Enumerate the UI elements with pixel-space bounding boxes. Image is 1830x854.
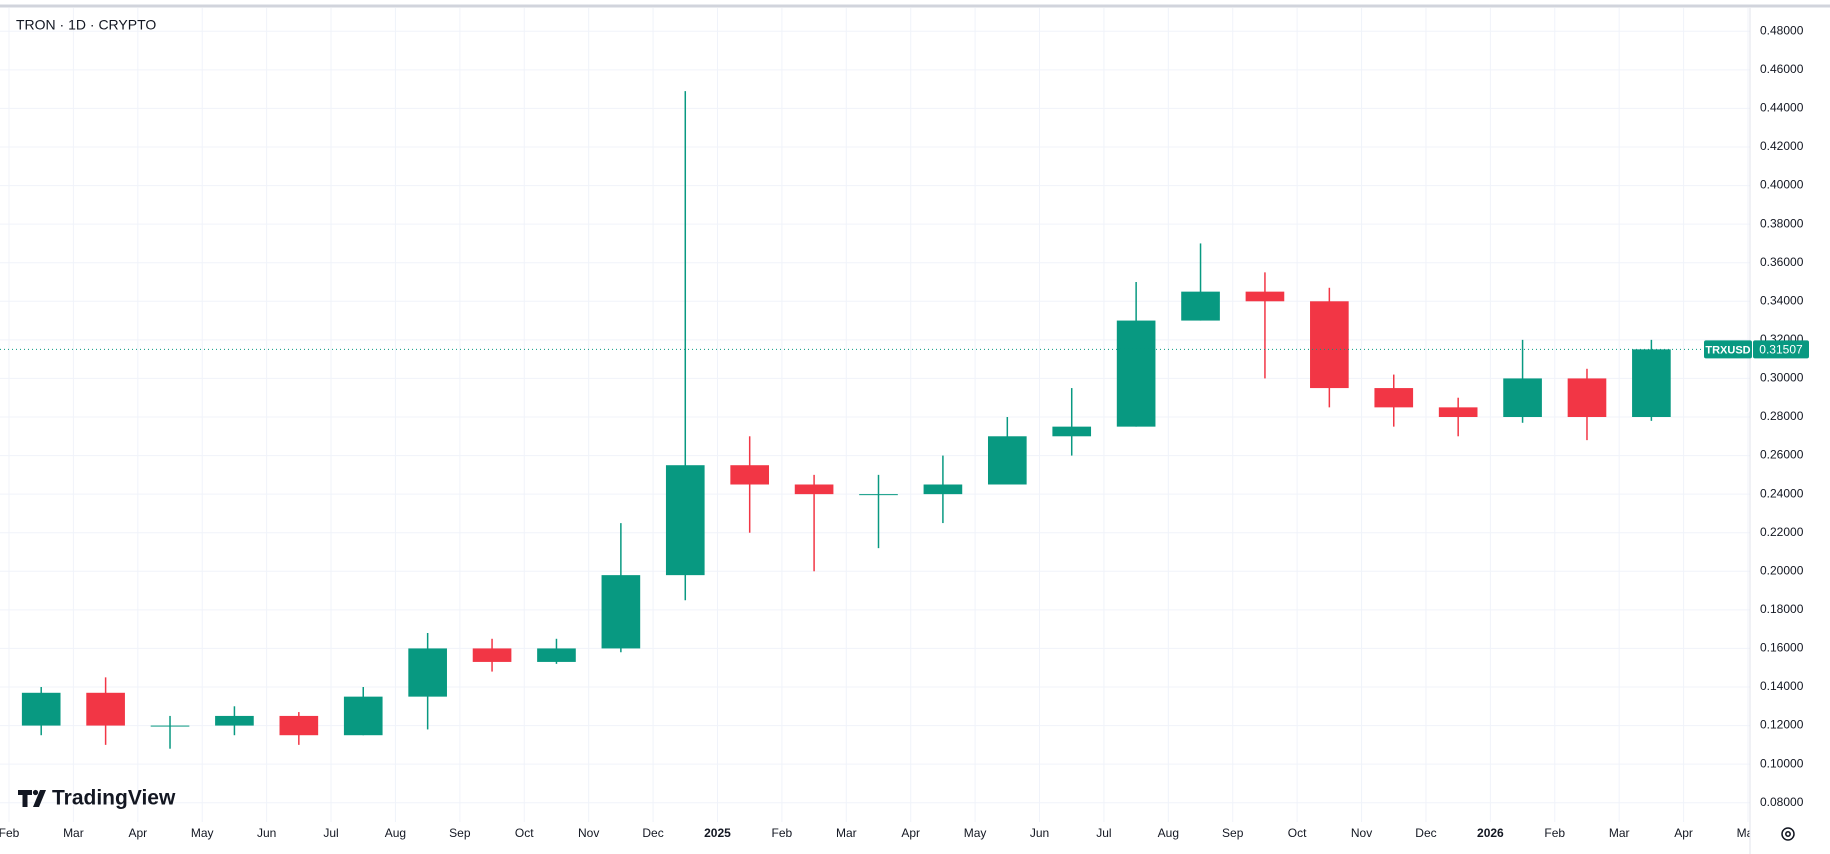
candle-body xyxy=(665,465,705,576)
x-tick-label: Apr xyxy=(1674,826,1693,840)
x-tick-label: Jun xyxy=(257,826,276,840)
x-tick-label: Feb xyxy=(1544,826,1565,840)
candle-body xyxy=(21,692,61,726)
gear-outer[interactable] xyxy=(1781,827,1795,841)
x-tick-label: Apr xyxy=(128,826,147,840)
candle-body xyxy=(408,648,447,697)
symbol-box xyxy=(1704,340,1752,359)
x-tick-label: Nov xyxy=(578,826,599,840)
y-tick-label: 0.26000 xyxy=(1760,448,1804,462)
x-tick-label: May xyxy=(964,826,987,840)
x-tick-label: Sep xyxy=(1222,826,1244,840)
candle-body xyxy=(730,465,770,485)
x-tick-label: Sep xyxy=(449,826,471,840)
y-tick-label: 0.28000 xyxy=(1760,409,1804,423)
x-tick-label: Jul xyxy=(323,826,338,840)
candle-body xyxy=(1052,426,1092,437)
y-tick-label: 0.14000 xyxy=(1760,679,1804,693)
x-tick-label: Aug xyxy=(385,826,406,840)
x-tick-label: Oct xyxy=(515,826,534,840)
candle-body xyxy=(1310,301,1349,389)
y-tick-label: 0.34000 xyxy=(1760,293,1804,307)
candle-body xyxy=(1503,378,1542,417)
candle-body xyxy=(1181,291,1220,321)
time-axis: Feb Mar Apr May Jun Jul Aug Sep Oct Nov Dec 2025 Feb… xyxy=(0,826,1759,840)
y-tick-label: 0.38000 xyxy=(1760,216,1804,230)
chart-title: TRON · 1D · CRYPTO xyxy=(16,17,156,33)
candle-body xyxy=(1567,378,1607,417)
candle-body xyxy=(472,648,512,662)
last-price-value: 0.31507 xyxy=(1759,343,1803,357)
x-tick-label: Mar xyxy=(836,826,857,840)
x-tick-label: Dec xyxy=(1415,826,1436,840)
logo: TradingView xyxy=(18,787,176,810)
candle-body xyxy=(923,484,963,495)
last-price-label: TRXUSD 0.31507 xyxy=(0,340,1809,359)
symbol-label: TRXUSD xyxy=(1705,344,1750,356)
y-tick-label: 0.44000 xyxy=(1760,101,1804,115)
x-tick-label: Feb xyxy=(0,826,20,840)
x-tick-label: Jun xyxy=(1030,826,1049,840)
y-tick-label: 0.48000 xyxy=(1760,23,1804,37)
candles xyxy=(21,91,1671,749)
x-tick-label: Apr xyxy=(901,826,920,840)
candle-body xyxy=(343,696,383,736)
x-tick-label: 2026 xyxy=(1477,826,1504,840)
y-tick-label: 0.42000 xyxy=(1760,139,1804,153)
candle-body xyxy=(859,494,898,496)
candle-body xyxy=(215,715,254,726)
x-tick-label: May xyxy=(191,826,214,840)
gear-inner[interactable] xyxy=(1785,831,1791,837)
x-tick-label: 2025 xyxy=(704,826,731,840)
price-axis-panel xyxy=(1750,8,1830,854)
y-tick-label: 0.40000 xyxy=(1760,178,1804,192)
x-tick-label: Feb xyxy=(772,826,793,840)
y-tick-label: 0.46000 xyxy=(1760,62,1804,76)
y-tick-label: 0.10000 xyxy=(1760,756,1804,770)
x-tick-label: Aug xyxy=(1158,826,1179,840)
y-tick-label: 0.18000 xyxy=(1760,602,1804,616)
y-tick-label: 0.30000 xyxy=(1760,371,1804,385)
settings-icon[interactable] xyxy=(1781,827,1795,841)
x-tick-label: Oct xyxy=(1288,826,1307,840)
watermark: TradingView xyxy=(52,787,176,810)
y-tick-label: 0.24000 xyxy=(1760,486,1804,500)
y-tick-label: 0.20000 xyxy=(1760,563,1804,577)
candle-body xyxy=(150,725,190,727)
candle-body xyxy=(1116,320,1156,427)
x-tick-label: Mar xyxy=(1609,826,1630,840)
x-tick-label: Mar xyxy=(63,826,84,840)
candle-body xyxy=(987,436,1027,485)
x-tick-label: Jul xyxy=(1096,826,1111,840)
logo-mark xyxy=(18,790,46,807)
price-axis: 0.08000 0.10000 0.12000 0.14000 0.16000 0.180… xyxy=(1760,23,1804,808)
candle-body xyxy=(1632,349,1671,417)
candle-body xyxy=(1438,407,1478,417)
candle-body xyxy=(1245,291,1285,302)
candle-body xyxy=(601,575,641,649)
y-tick-label: 0.22000 xyxy=(1760,525,1804,539)
y-tick-label: 0.08000 xyxy=(1760,795,1804,809)
candle-body xyxy=(537,648,576,662)
candle-body xyxy=(86,692,125,726)
y-tick-label: 0.16000 xyxy=(1760,641,1804,655)
candle-body xyxy=(279,715,319,736)
candle-body xyxy=(1374,388,1414,408)
price-box xyxy=(1753,340,1809,359)
y-tick-label: 0.36000 xyxy=(1760,255,1804,269)
logo-dot xyxy=(32,789,39,796)
y-tick-label: 0.12000 xyxy=(1760,718,1804,732)
x-tick-label: Dec xyxy=(642,826,663,840)
x-tick-label: Nov xyxy=(1351,826,1372,840)
candle-body xyxy=(794,484,834,495)
